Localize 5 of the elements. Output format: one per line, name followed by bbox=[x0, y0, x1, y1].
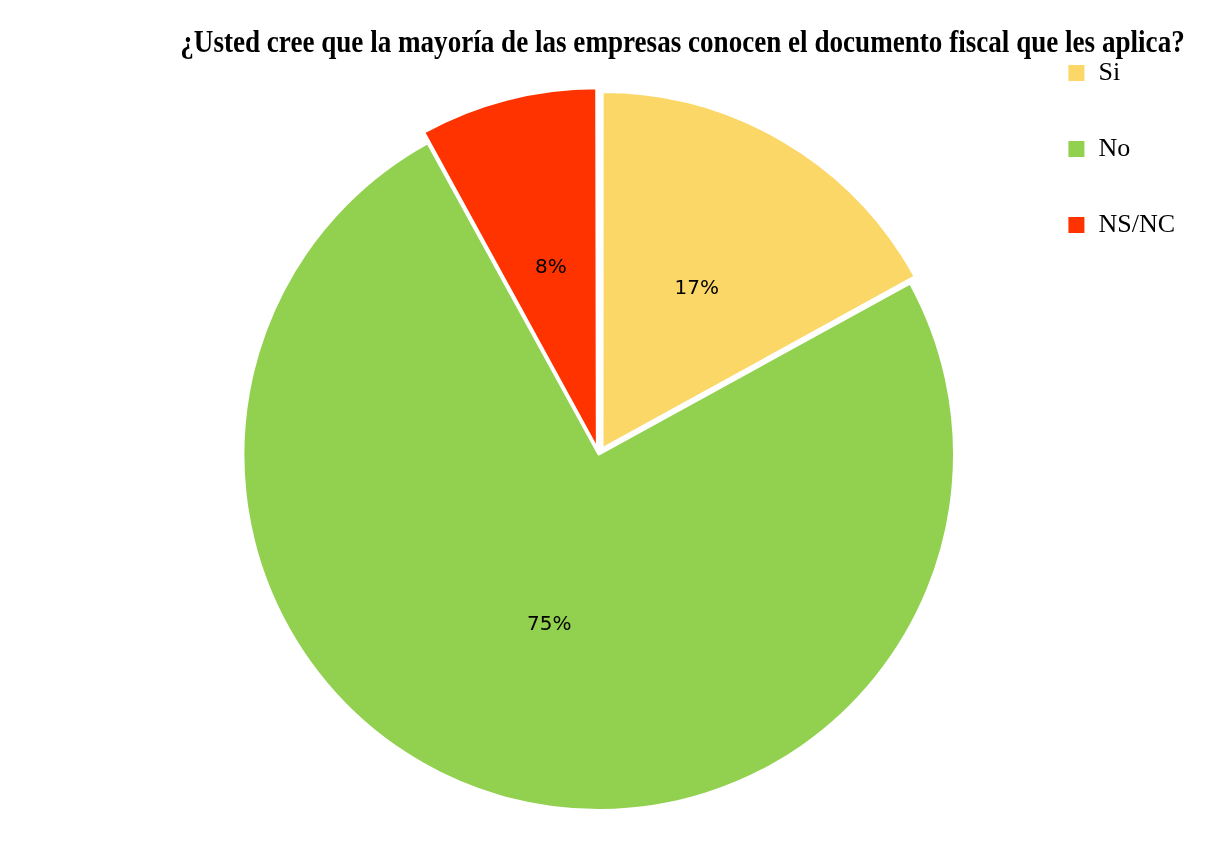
data-label: 75% bbox=[526, 611, 572, 636]
legend-label: NS/NC bbox=[1098, 208, 1175, 238]
data-label: 17% bbox=[674, 275, 719, 300]
data-label: 8% bbox=[534, 254, 567, 279]
legend-label: No bbox=[1098, 132, 1131, 162]
